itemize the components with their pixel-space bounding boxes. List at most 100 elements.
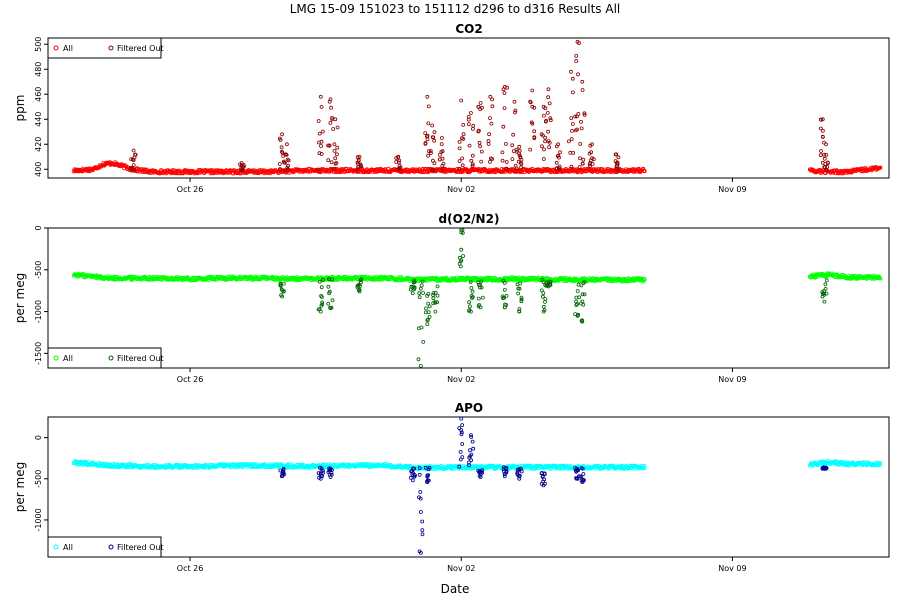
data-point [517,159,521,164]
data-point [333,156,338,161]
data-point [425,480,430,485]
data-point [359,164,364,169]
data-point [515,470,520,475]
data-point [318,476,323,481]
data-point [426,467,431,472]
data-point [329,105,334,110]
data-point [546,139,551,144]
panel-apo: APO per meg All Filtered Out Oct 26 Nov 0… [13,401,890,573]
data-point [281,281,286,286]
data-point [569,69,573,74]
data-point [460,423,465,428]
data-point [478,101,483,105]
data-point [469,286,474,290]
data-point [420,519,425,524]
data-point [417,295,422,300]
data-point [575,476,580,481]
data-point [542,147,546,152]
data-point [130,157,135,162]
data-point [330,277,334,282]
data-point [517,309,522,314]
x-tick-label: Oct 26 [177,375,204,384]
data-point [459,98,464,103]
data-point [433,309,438,314]
data-point [556,142,560,147]
data-point [280,132,285,137]
data-point [532,136,537,141]
data-point [410,469,415,474]
data-point [317,151,322,156]
data-point [517,144,522,149]
data-point [279,145,284,150]
data-point [285,157,290,162]
data-point [285,165,290,170]
panel-title: d(O2/N2) [439,212,500,226]
data-point [459,416,464,421]
data-point [333,161,338,166]
data-point [819,117,823,122]
data-point [502,305,507,310]
data-point [823,282,828,287]
data-point [332,148,337,153]
x-tick-label: Nov 09 [718,564,746,573]
legend-label-all: All [63,44,73,53]
data-point [642,277,647,282]
data-point [424,306,428,311]
data-point [487,159,492,164]
data-point [822,152,827,157]
data-point [502,280,507,285]
data-point [319,152,324,156]
data-point [437,152,442,157]
x-tick-label: Nov 02 [447,564,475,573]
data-point [502,84,507,89]
data-point [328,121,333,125]
data-point [319,144,323,148]
legend-label-filtered: Filtered Out [117,44,164,53]
data-point [420,532,425,537]
data-point [170,168,175,173]
data-point [543,297,548,301]
data-point [528,147,533,152]
data-point [490,104,495,109]
data-point [470,153,475,158]
data-point [575,39,580,44]
data-point [557,164,562,169]
data-point [515,471,520,476]
data-point [327,143,332,148]
data-point [426,121,431,126]
panel-title: APO [455,401,483,415]
data-point [356,162,360,167]
data-point [587,162,592,167]
data-point [334,161,339,165]
data-point [459,428,464,433]
data-point [328,97,333,102]
data-point [818,126,823,131]
data-point [423,141,428,146]
data-point [580,480,585,485]
data-point [519,297,524,302]
data-point [580,319,585,324]
legend-marker-all [53,355,59,361]
data-point [543,139,547,144]
data-point [502,106,507,110]
data-point [478,283,483,288]
data-point [397,158,402,163]
data-point [330,116,335,120]
data-point [425,322,430,327]
data-point [410,291,415,296]
data-point [546,95,550,100]
data-point [557,168,562,173]
data-point [320,129,325,134]
data-point [821,291,826,296]
data-point [461,254,466,258]
data-point [517,151,521,156]
data-point [418,490,423,494]
data-point [819,149,823,153]
data-point [513,108,518,113]
data-point [569,137,574,142]
data-point [570,128,574,133]
data-point [542,477,547,482]
data-point [278,138,283,142]
data-point [440,163,445,168]
data-point [502,472,507,477]
